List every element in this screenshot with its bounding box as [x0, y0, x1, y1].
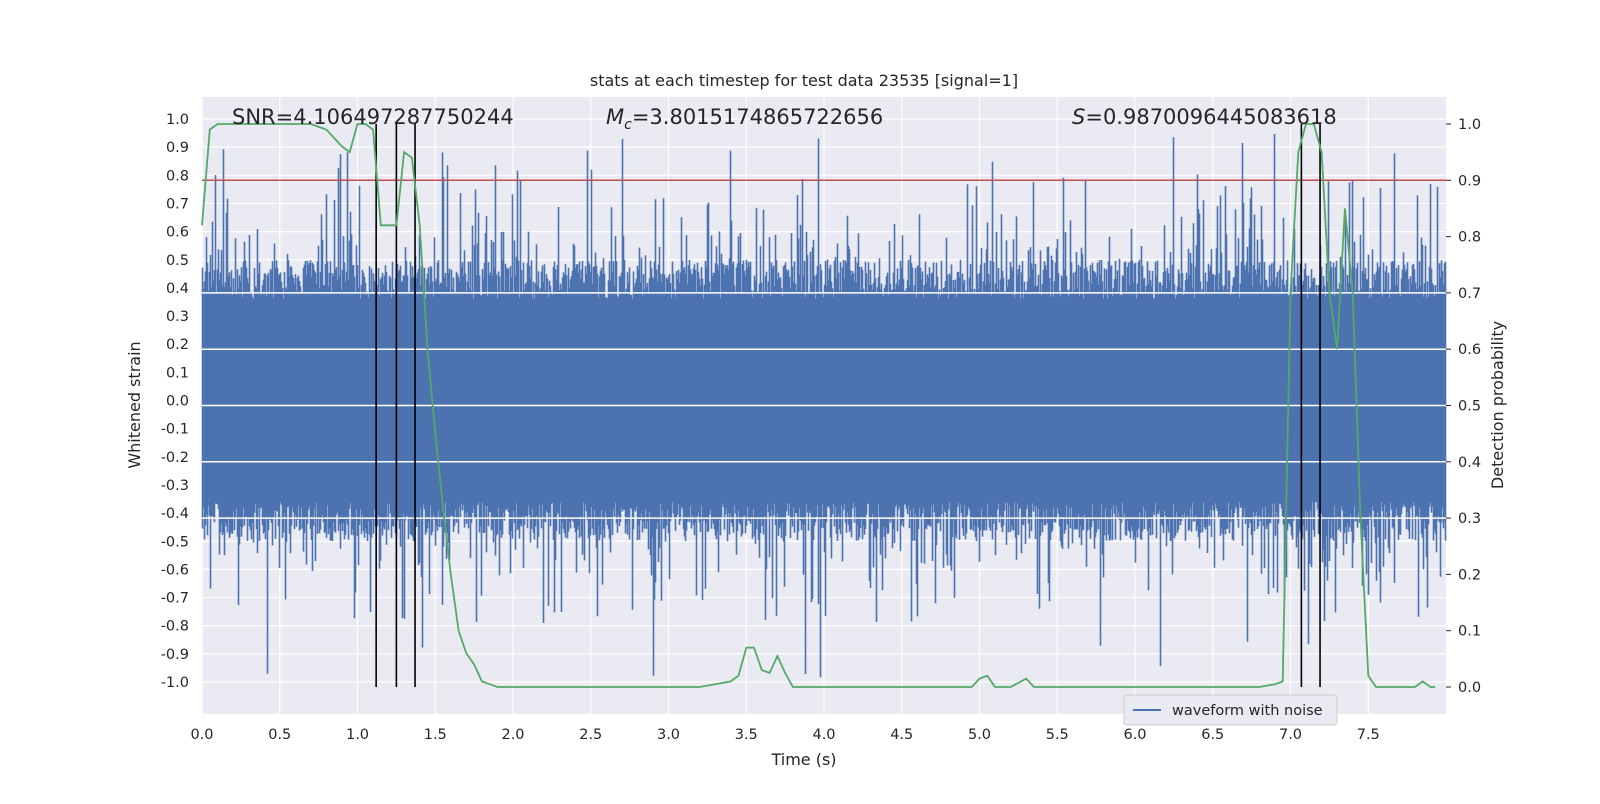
x-tick-label: 0.5	[268, 727, 291, 743]
x-tick-label: 3.0	[657, 727, 680, 743]
right-tick-label: 0.8	[1458, 230, 1481, 246]
left-tick-label: 0.5	[166, 253, 189, 269]
probability-line	[201, 123, 1436, 688]
x-tick-label: 6.5	[1201, 727, 1224, 743]
left-tick-label: -1.0	[161, 675, 189, 691]
x-tick-label: 7.0	[1279, 727, 1302, 743]
marker-lines	[375, 124, 1321, 687]
left-tick-label: 0.7	[166, 196, 189, 212]
grid-overlay	[202, 292, 1446, 519]
left-tick-label: 0.2	[166, 337, 189, 353]
left-tick-label: -0.8	[161, 619, 189, 635]
right-axis-label: Detection probability	[1488, 321, 1507, 489]
left-tick-label: -0.3	[161, 478, 189, 494]
right-tick-label: 0.7	[1458, 286, 1481, 302]
left-tick-label: 0.1	[166, 365, 189, 381]
left-tick-label: -0.2	[161, 450, 189, 466]
x-tick-label: 4.0	[812, 727, 835, 743]
x-tick-label: 2.0	[501, 727, 524, 743]
x-tick-label: 1.0	[346, 727, 369, 743]
x-tick-label: 5.5	[1046, 727, 1069, 743]
legend-box	[1123, 694, 1338, 726]
left-tick-label: 0.6	[166, 225, 189, 241]
left-tick-label: 0.9	[166, 140, 189, 156]
left-tick-label: -0.6	[161, 562, 189, 578]
left-tick-label: -0.9	[161, 647, 189, 663]
right-tick-label: 0.1	[1458, 624, 1481, 640]
right-tick-label: 0.6	[1458, 342, 1481, 358]
left-tick-label: -0.1	[161, 422, 189, 438]
right-tick-label: 0.5	[1458, 399, 1481, 415]
left-tick-label: 1.0	[166, 112, 189, 128]
snr-annotation: SNR=4.106497287750244	[232, 105, 514, 129]
chart-title: stats at each timestep for test data 235…	[590, 71, 1018, 90]
left-axis-label: Whitened strain	[125, 341, 144, 468]
chirp-mass-annotation: Mc=3.8015174865722656	[606, 105, 883, 133]
x-tick-label: 6.0	[1123, 727, 1146, 743]
right-axis-ticks: 1.0 0.9 0.8 0.7 0.6 0.5 0.4 0.3 0.2 0.1 0.0	[1446, 117, 1481, 696]
right-tick-label: 0.9	[1458, 173, 1481, 189]
x-tick-label: 3.5	[735, 727, 758, 743]
legend: waveform with noise	[1123, 694, 1338, 726]
x-tick-label: 4.5	[890, 727, 913, 743]
right-tick-label: 0.4	[1458, 455, 1481, 471]
x-tick-label: 0.0	[190, 727, 213, 743]
left-tick-label: -0.4	[161, 506, 189, 522]
x-tick-label: 5.0	[968, 727, 991, 743]
x-tick-label: 7.5	[1357, 727, 1380, 743]
left-tick-label: 0.3	[166, 309, 189, 325]
right-tick-label: 1.0	[1458, 117, 1481, 133]
left-tick-label: 0.8	[166, 168, 189, 184]
left-tick-label: -0.7	[161, 591, 189, 607]
left-tick-label: 0.0	[166, 394, 189, 410]
right-tick-label: 0.0	[1458, 680, 1481, 696]
x-tick-label: 2.5	[579, 727, 602, 743]
left-tick-label: 0.4	[166, 281, 189, 297]
score-annotation: S=0.9870096445083618	[1072, 105, 1337, 129]
left-axis-ticks: 1.0 0.9 0.8 0.7 0.6 0.5 0.4 0.3 0.2 0.1 0.0 -0.1 -0.…	[161, 112, 189, 691]
right-tick-label: 0.3	[1458, 511, 1481, 527]
left-tick-label: -0.5	[161, 534, 189, 550]
x-axis-ticks: 0.0 0.5 1.0 1.5 2.0 2.5 3.0 3.5 4.0 4.5 5.0 5.5 6.0 6…	[190, 727, 1379, 743]
x-axis-label: Time (s)	[770, 750, 836, 769]
legend-label: waveform with noise	[1172, 703, 1323, 719]
x-tick-label: 1.5	[424, 727, 447, 743]
right-tick-label: 0.2	[1458, 567, 1481, 583]
